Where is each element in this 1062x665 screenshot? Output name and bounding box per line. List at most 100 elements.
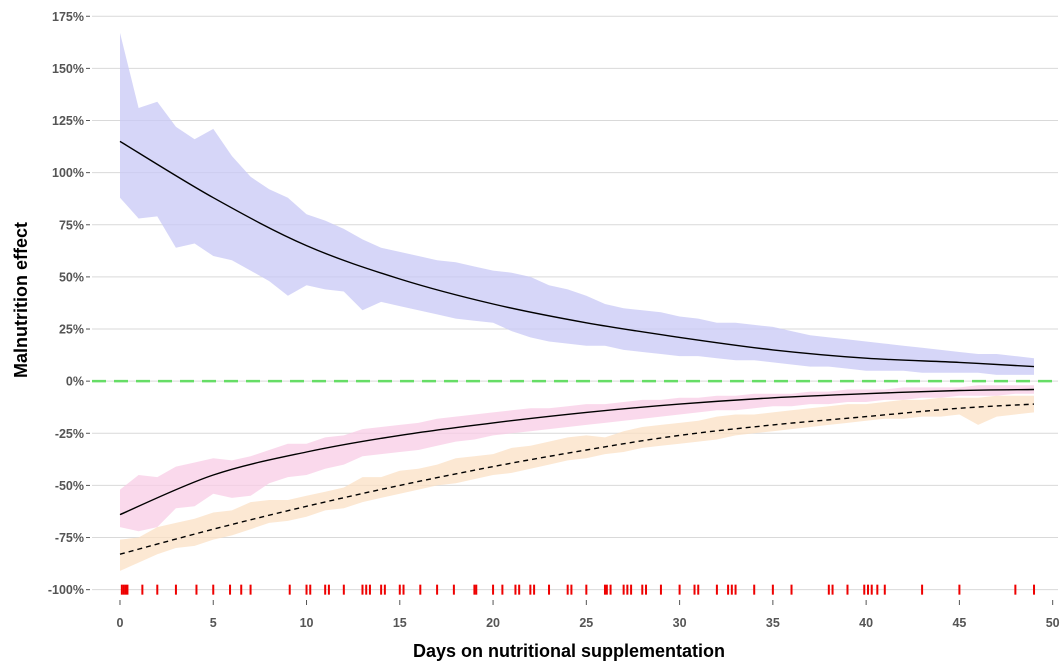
- y-tick-label: 75%: [59, 218, 84, 232]
- fitted-line-3: [119, 403, 1035, 555]
- rug-mark: [368, 584, 371, 595]
- rug-mark: [626, 584, 629, 595]
- x-tick-label: 25: [579, 616, 593, 630]
- rug-mark: [309, 584, 312, 595]
- rug-mark: [730, 584, 733, 595]
- y-tick-label: -25%: [55, 427, 84, 441]
- rug-marks: [120, 584, 1036, 595]
- rug-mark: [693, 584, 696, 595]
- x-tick-label: 5: [210, 616, 217, 630]
- rug-mark: [195, 584, 198, 595]
- rug-mark: [229, 584, 232, 595]
- y-tick-label: 25%: [59, 323, 84, 337]
- rug-mark: [436, 584, 439, 595]
- rug-mark: [380, 584, 383, 595]
- rug-mark: [156, 584, 159, 595]
- rug-mark: [548, 584, 551, 595]
- y-tick-label: 150%: [52, 62, 84, 76]
- confidence-bands: [120, 32, 1034, 571]
- y-tick-label: 50%: [59, 270, 84, 284]
- rug-mark: [122, 584, 125, 595]
- rug-mark: [1014, 584, 1017, 595]
- rug-mark: [790, 584, 793, 595]
- rug-mark: [827, 584, 830, 595]
- rug-mark: [402, 584, 405, 595]
- rug-mark: [324, 584, 327, 595]
- rug-mark: [715, 584, 718, 595]
- rug-mark: [533, 584, 536, 595]
- rug-mark: [697, 584, 700, 595]
- rug-mark: [609, 584, 612, 595]
- rug-mark: [605, 584, 608, 595]
- x-tick-label: 35: [766, 616, 780, 630]
- rug-mark: [473, 584, 476, 595]
- rug-mark: [566, 584, 569, 595]
- rug-mark: [342, 584, 345, 595]
- y-tick-label: 0%: [66, 375, 84, 389]
- rug-mark: [475, 584, 478, 595]
- rug-mark: [570, 584, 573, 595]
- rug-mark: [305, 584, 308, 595]
- rug-mark: [876, 584, 879, 595]
- y-tick-label: 175%: [52, 10, 84, 24]
- y-axis-title: Malnutrition effect: [11, 222, 31, 378]
- rug-mark: [863, 584, 866, 595]
- rug-mark: [288, 584, 291, 595]
- x-tick-label: 45: [952, 616, 966, 630]
- rug-mark: [529, 584, 532, 595]
- confidence-band-3: [120, 395, 1034, 571]
- rug-mark: [771, 584, 774, 595]
- rug-mark: [518, 584, 521, 595]
- rug-mark: [452, 584, 455, 595]
- rug-mark: [678, 584, 681, 595]
- rug-mark: [240, 584, 243, 595]
- confidence-band-1: [120, 32, 1034, 375]
- rug-mark: [126, 584, 129, 595]
- x-tick-label: 20: [486, 616, 500, 630]
- rug-mark: [727, 584, 730, 595]
- rug-mark: [846, 584, 849, 595]
- y-tick-label: 100%: [52, 166, 84, 180]
- rug-mark: [501, 584, 504, 595]
- rug-mark: [831, 584, 834, 595]
- fitted-curves: [119, 140, 1035, 555]
- rug-mark: [645, 584, 648, 595]
- rug-mark: [124, 584, 127, 595]
- x-tick-label: 0: [117, 616, 124, 630]
- fitted-line-2: [119, 388, 1035, 516]
- x-axis-title: Days on nutritional supplementation: [413, 641, 725, 661]
- y-tick-label: -100%: [48, 583, 84, 597]
- rug-mark: [630, 584, 633, 595]
- rug-mark: [753, 584, 756, 595]
- y-axis: -100% -75% -50% -25% 0% 25% 50% 75% 100% 125% 150%…: [48, 10, 90, 597]
- confidence-band-2: [120, 385, 1034, 532]
- x-tick-label: 30: [673, 616, 687, 630]
- rug-mark: [383, 584, 386, 595]
- rug-mark: [958, 584, 961, 595]
- rug-mark: [883, 584, 886, 595]
- fitted-line-1: [119, 140, 1035, 368]
- y-tick-label: -75%: [55, 531, 84, 545]
- rug-mark: [120, 584, 123, 595]
- rug-mark: [641, 584, 644, 595]
- rug-mark: [212, 584, 215, 595]
- rug-mark: [1033, 584, 1036, 595]
- rug-mark: [361, 584, 364, 595]
- y-tick-label: -50%: [55, 479, 84, 493]
- y-tick-label: 125%: [52, 114, 84, 128]
- rug-mark: [622, 584, 625, 595]
- x-axis: 0 5 10 15 20 25 30 35 40 45 50: [117, 600, 1060, 630]
- rug-mark: [867, 584, 869, 595]
- rug-mark: [585, 584, 588, 595]
- x-tick-label: 50: [1046, 616, 1060, 630]
- rug-mark: [734, 584, 737, 595]
- rug-mark: [514, 584, 517, 595]
- rug-mark: [419, 584, 422, 595]
- x-tick-label: 40: [859, 616, 873, 630]
- rug-mark: [492, 584, 495, 595]
- rug-mark: [603, 584, 606, 595]
- rug-mark: [327, 584, 330, 595]
- rug-mark: [921, 584, 924, 595]
- rug-mark: [365, 584, 368, 595]
